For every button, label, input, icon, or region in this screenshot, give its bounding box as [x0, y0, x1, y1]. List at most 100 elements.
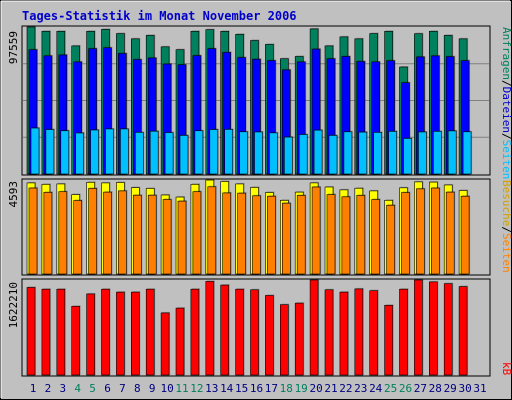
x-label-day-7: 7 — [119, 382, 126, 395]
bar-middle-seiten-29 — [445, 191, 455, 275]
bar-top-seiten-23 — [358, 131, 368, 175]
bar-top-seiten-16 — [254, 131, 263, 175]
bar-top-seiten-8 — [135, 132, 144, 175]
bar-middle-seiten-6 — [103, 191, 112, 275]
bar-top-seiten-21 — [328, 135, 338, 175]
x-label-day-14: 14 — [220, 382, 234, 395]
x-label-day-29: 29 — [444, 382, 457, 395]
bar-middle-seiten-13 — [207, 186, 217, 275]
x-label-day-12: 12 — [190, 382, 203, 395]
bar-middle-seiten-2 — [43, 192, 53, 275]
bar-bottom-kb-1 — [26, 287, 36, 376]
bar-middle-seiten-19 — [296, 195, 306, 275]
middle-panel-legend: Besuche/Seiten — [500, 180, 512, 273]
x-label-day-17: 17 — [265, 382, 278, 395]
bar-top-seiten-12 — [194, 130, 204, 175]
legend-part: Besuche — [500, 180, 512, 226]
legend-part: / — [500, 226, 512, 233]
bar-bottom-kb-17 — [265, 295, 274, 376]
bar-middle-seiten-5 — [88, 188, 97, 275]
bar-middle-seiten-25 — [386, 204, 395, 275]
x-label-day-21: 21 — [324, 382, 337, 395]
bar-middle-seiten-14 — [222, 192, 231, 275]
x-label-day-2: 2 — [45, 382, 52, 395]
bar-bottom-kb-19 — [294, 302, 304, 376]
bar-bottom-kb-2 — [41, 288, 51, 376]
bar-bottom-kb-28 — [428, 281, 438, 376]
x-label-day-16: 16 — [250, 382, 263, 395]
bar-middle-seiten-23 — [356, 195, 366, 275]
legend-part: kB — [500, 362, 512, 376]
bar-middle-seiten-27 — [416, 188, 425, 275]
middle-panel-max-label: 4593 — [7, 181, 20, 208]
bar-middle-seiten-22 — [341, 196, 351, 275]
x-label-day-20: 20 — [309, 382, 322, 395]
x-label-day-3: 3 — [59, 382, 66, 395]
bar-bottom-kb-20 — [309, 279, 319, 376]
x-label-day-27: 27 — [414, 382, 427, 395]
legend-part: Dateien — [500, 87, 512, 133]
bar-middle-seiten-24 — [371, 199, 381, 275]
bar-middle-seiten-11 — [177, 200, 187, 275]
bar-bottom-kb-11 — [175, 307, 185, 376]
x-axis-labels: 1 2 3 4 5 6 7 8 9 10 11 12 13 14 15 16 17 18 19 20 21 22 23 24 2… — [30, 382, 487, 395]
x-label-day-11: 11 — [175, 382, 188, 395]
legend-part: Seiten — [500, 233, 512, 273]
bar-top-seiten-2 — [45, 129, 55, 175]
bar-top-seiten-20 — [313, 129, 323, 175]
chart-title: Tages-Statistik im Monat November 2006 — [22, 9, 297, 23]
bar-top-seiten-6 — [105, 128, 114, 175]
bar-bottom-kb-22 — [339, 291, 349, 376]
bar-top-seiten-14 — [224, 129, 233, 175]
bar-layer — [26, 26, 473, 376]
bar-middle-seiten-1 — [28, 187, 38, 275]
bar-middle-seiten-8 — [133, 194, 142, 275]
bar-top-seiten-10 — [164, 132, 174, 175]
x-label-day-24: 24 — [369, 382, 383, 395]
x-label-day-9: 9 — [149, 382, 156, 395]
bar-bottom-kb-16 — [250, 289, 259, 376]
legend-part: / — [500, 80, 512, 87]
bar-middle-seiten-17 — [267, 195, 276, 275]
bar-middle-seiten-4 — [73, 200, 82, 275]
bar-middle-seiten-28 — [430, 187, 440, 275]
bottom-panel-max-label: 1622210 — [7, 282, 20, 328]
bar-bottom-kb-18 — [279, 304, 289, 376]
bar-top-seiten-15 — [239, 131, 248, 175]
legend-part: / — [500, 133, 512, 140]
bar-top-seiten-22 — [343, 131, 353, 175]
bar-top-seiten-29 — [447, 130, 457, 175]
bar-top-seiten-13 — [209, 129, 219, 175]
bar-middle-seiten-10 — [162, 199, 172, 275]
bar-top-seiten-25 — [388, 131, 397, 175]
bar-middle-seiten-12 — [192, 191, 202, 275]
x-label-day-13: 13 — [205, 382, 218, 395]
bar-bottom-kb-26 — [399, 288, 408, 376]
bar-middle-seiten-9 — [147, 194, 157, 275]
top-panel-legend: Anfragen/Dateien/Seiten — [500, 27, 512, 179]
bar-top-seiten-1 — [30, 127, 40, 175]
bar-top-seiten-9 — [149, 130, 159, 175]
bar-top-seiten-24 — [373, 132, 383, 175]
x-label-day-4: 4 — [74, 382, 81, 395]
bar-top-seiten-27 — [418, 131, 427, 175]
x-label-day-30: 30 — [458, 382, 471, 395]
bar-bottom-kb-13 — [205, 281, 215, 376]
bar-top-seiten-17 — [269, 132, 278, 175]
x-label-day-5: 5 — [89, 382, 96, 395]
bar-middle-seiten-20 — [311, 186, 321, 275]
x-label-day-8: 8 — [134, 382, 141, 395]
bar-middle-seiten-16 — [252, 195, 261, 275]
bar-bottom-kb-12 — [190, 288, 200, 376]
x-label-day-1: 1 — [30, 382, 37, 395]
bar-bottom-kb-25 — [384, 305, 393, 376]
x-label-day-26: 26 — [399, 382, 412, 395]
bar-top-seiten-5 — [90, 129, 99, 175]
bar-middle-seiten-15 — [237, 192, 246, 275]
bottom-panel-legend: kB — [500, 362, 512, 376]
x-label-day-10: 10 — [160, 382, 173, 395]
bar-bottom-kb-23 — [354, 288, 364, 376]
bar-top-seiten-3 — [60, 130, 70, 175]
bar-bottom-kb-5 — [86, 293, 95, 376]
